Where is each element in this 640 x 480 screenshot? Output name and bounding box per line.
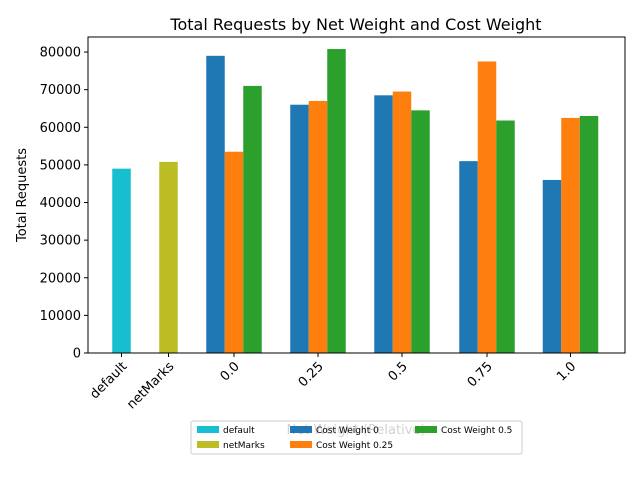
bar-series-0-cat-4 xyxy=(374,95,393,354)
legend-label: Cost Weight 0.25 xyxy=(316,441,393,451)
legend-swatch xyxy=(197,426,219,433)
bar-series-1-cat-5 xyxy=(477,61,497,353)
bar-series-1-cat-6 xyxy=(561,117,580,353)
bar-series-0-cat-2 xyxy=(206,55,225,354)
bar-series-0-cat-3 xyxy=(290,104,309,353)
chart-title: Total Requests by Net Weight and Cost We… xyxy=(169,15,541,34)
legend-swatch xyxy=(415,426,437,433)
legend-box xyxy=(190,420,523,455)
bar-netMarks xyxy=(159,161,178,353)
bar-series-2-cat-5 xyxy=(496,120,515,353)
legend-swatch xyxy=(290,426,312,433)
legend-swatch xyxy=(290,441,312,448)
y-tick-label: 20000 xyxy=(40,271,81,286)
legend: default netMarks Cost Weight 0 Cost Weight … xyxy=(190,420,523,455)
bar-series-2-cat-6 xyxy=(579,116,599,353)
bar-default xyxy=(112,168,131,353)
bar-series-1-cat-3 xyxy=(308,100,328,353)
legend-label: netMarks xyxy=(223,441,265,451)
legend-label: default xyxy=(223,426,255,436)
y-axis-label: Total Requests xyxy=(15,148,30,243)
bars-group xyxy=(112,49,599,354)
bar-series-1-cat-2 xyxy=(224,151,244,353)
y-tick-label: 70000 xyxy=(40,83,81,98)
legend-label: Cost Weight 0 xyxy=(316,426,379,436)
y-tick-label: 0 xyxy=(73,347,81,362)
legend-swatch xyxy=(197,441,219,448)
y-tick-label: 80000 xyxy=(40,46,81,61)
plot-frame xyxy=(87,36,626,354)
bar-series-2-cat-4 xyxy=(411,110,430,353)
legend-label: Cost Weight 0.5 xyxy=(441,426,512,436)
y-tick-label: 10000 xyxy=(40,309,81,324)
y-tick-label: 30000 xyxy=(40,234,81,249)
bar-series-2-cat-3 xyxy=(327,49,346,354)
bar-series-2-cat-2 xyxy=(243,85,262,354)
bar-series-0-cat-5 xyxy=(459,161,478,353)
bar-series-1-cat-4 xyxy=(392,91,412,354)
y-tick-label: 40000 xyxy=(40,196,81,211)
y-tick-label: 50000 xyxy=(40,158,81,173)
y-tick-label: 60000 xyxy=(40,121,81,136)
y-axis: 0 10000 20000 30000 40000 50000 60000 70000 8000… xyxy=(40,46,88,362)
bar-series-0-cat-6 xyxy=(542,179,562,353)
